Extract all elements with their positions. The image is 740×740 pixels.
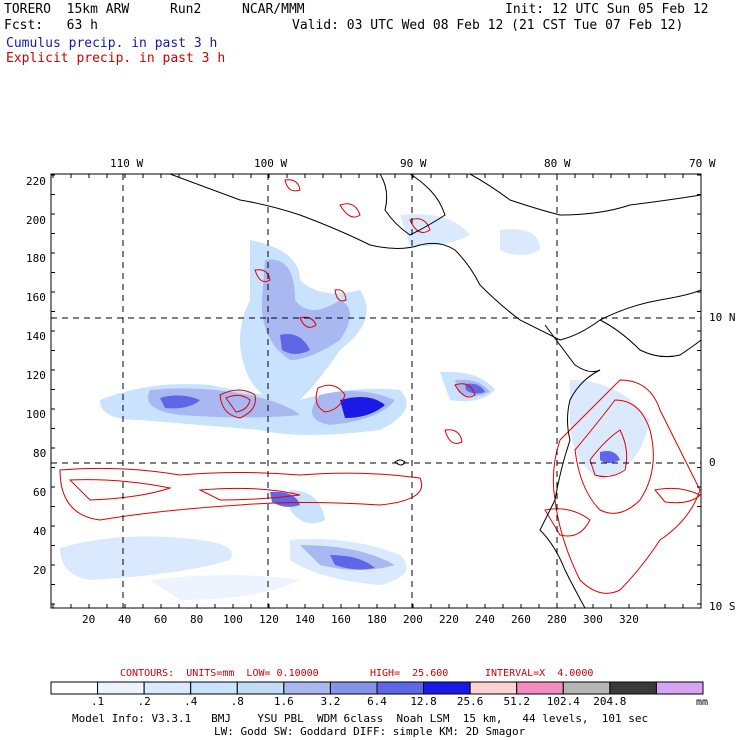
x-tick-label: 120 <box>259 613 279 626</box>
x-tick-label: 280 <box>547 613 567 626</box>
y-tick-label: 180 <box>26 252 46 265</box>
colorbar-label: .8 <box>230 695 244 708</box>
x-tick-label: 200 <box>403 613 423 626</box>
y-tick-label: 20 <box>33 564 47 577</box>
x-tick-label: 20 <box>82 613 96 626</box>
lat-label-10n: 10 N <box>709 311 736 324</box>
x-tick-label: 220 <box>439 613 459 626</box>
x-tick-label: 60 <box>154 613 168 626</box>
org-label: NCAR/MMM <box>242 2 305 17</box>
graticule <box>51 174 701 608</box>
y-tick-label: 160 <box>26 291 46 304</box>
lon-label-110w: 110 W <box>110 157 144 170</box>
colorbar-label: 51.2 <box>503 695 530 708</box>
lat-label-10s: 10 S <box>709 600 736 613</box>
contour-interval: INTERVAL=X 4.0000 <box>485 668 594 679</box>
x-tick-label: 260 <box>511 613 531 626</box>
colorbar-swatch <box>562 681 611 695</box>
colorbar-swatch <box>283 681 331 695</box>
axis-ticks <box>51 174 702 608</box>
x-tick-label: 180 <box>367 613 387 626</box>
contour-high: HIGH= 25.600 <box>370 668 449 679</box>
colorbar-swatch <box>376 681 425 695</box>
lon-label-90w: 90 W <box>400 157 427 170</box>
contour-units: CONTOURS: UNITS=mm LOW= 0.10000 <box>120 668 319 679</box>
valid-time: Valid: 03 UTC Wed 08 Feb 12 (21 CST Tue … <box>292 18 684 33</box>
y-tick-label: 120 <box>26 369 46 382</box>
colorbar-label: 102.4 <box>546 695 580 708</box>
x-tick-label: 300 <box>583 613 603 626</box>
colorbar-label: .2 <box>137 695 151 708</box>
lon-label-100w: 100 W <box>254 157 288 170</box>
model-info-line2: LW: Godd SW: Goddard DIFF: simple KM: 2D… <box>214 725 526 738</box>
x-tick-label: 40 <box>118 613 132 626</box>
cumulus-precip-field <box>60 214 650 600</box>
colorbar-swatch <box>97 681 145 695</box>
colorbar-label: .4 <box>184 695 198 708</box>
colorbar-label: 3.2 <box>320 695 341 708</box>
colorbar-swatch <box>329 681 378 695</box>
y-tick-label: 100 <box>26 408 46 421</box>
x-tick-label: 240 <box>475 613 495 626</box>
colorbar-label: 6.4 <box>367 695 387 708</box>
y-tick-label: 220 <box>26 175 46 188</box>
colorbar-label: .1 <box>90 695 105 708</box>
x-tick-label: 140 <box>295 613 315 626</box>
colorbar-swatch <box>190 681 238 695</box>
colorbar <box>50 681 704 695</box>
y-tick-label: 80 <box>33 447 47 460</box>
x-tick-label: 160 <box>331 613 351 626</box>
x-tick-label: 80 <box>190 613 204 626</box>
lon-label-70w: 70 W <box>689 157 716 170</box>
lat-label-0: 0 <box>709 456 716 469</box>
y-tick-label: 40 <box>33 525 47 538</box>
colorbar-swatch <box>50 681 99 695</box>
cumulus-legend: Cumulus precip. in past 3 h <box>6 36 218 51</box>
map-frame <box>50 173 702 609</box>
colorbar-label: 1.6 <box>273 695 294 708</box>
coastlines <box>169 174 701 608</box>
colorbar-unit: mm <box>696 697 709 708</box>
run-label: Run2 <box>170 2 202 17</box>
model-title: TORERO 15km ARW <box>4 2 130 17</box>
colorbar-label: 204.8 <box>593 695 627 708</box>
y-tick-label: 60 <box>33 486 47 499</box>
lon-label-80w: 80 W <box>544 157 571 170</box>
colorbar-label: 25.6 <box>456 695 484 708</box>
explicit-precip-contours <box>59 179 701 594</box>
colorbar-swatch <box>516 681 564 695</box>
model-info-line1: Model Info: V3.3.1 BMJ YSU PBL WDM 6clas… <box>72 712 649 725</box>
colorbar-swatch <box>609 681 657 695</box>
x-tick-label: 320 <box>619 613 639 626</box>
colorbar-swatch <box>655 681 704 695</box>
colorbar-swatch <box>236 681 285 695</box>
colorbar-swatch <box>143 681 192 695</box>
explicit-legend: Explicit precip. in past 3 h <box>6 51 226 66</box>
colorbar-label: 12.8 <box>410 695 437 708</box>
x-tick-label: 100 <box>223 613 243 626</box>
colorbar-swatch <box>469 681 518 695</box>
y-tick-label: 140 <box>26 330 46 343</box>
init-time: Init: 12 UTC Sun 05 Feb 12 <box>505 2 709 17</box>
forecast-hour: Fcst: 63 h <box>4 18 98 33</box>
colorbar-swatch <box>423 681 471 695</box>
y-tick-label: 200 <box>26 214 46 227</box>
